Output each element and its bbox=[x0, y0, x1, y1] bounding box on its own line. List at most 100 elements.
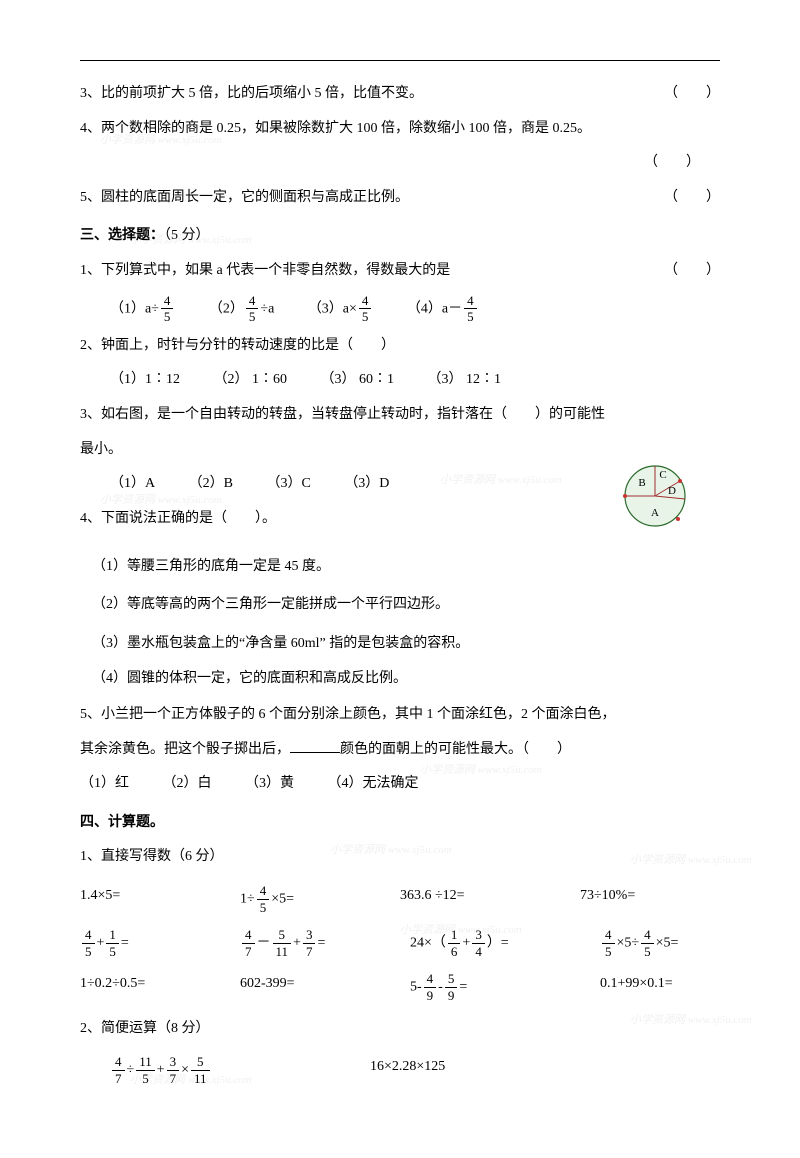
s3q1-opt1: （1）a÷45 bbox=[110, 293, 175, 325]
r4c1: 47÷115+37×511 bbox=[110, 1054, 330, 1086]
s3q1-opt3: （3）a×45 bbox=[308, 293, 374, 325]
s3q1o2post: ÷a bbox=[260, 301, 274, 316]
f2: 34 bbox=[472, 927, 485, 959]
s3q3: 3、如右图，是一个自由转动的转盘，当转盘停止转动时，指针落在（ ）的可能性 bbox=[80, 402, 720, 429]
s3q5-options: （1）红 （2）白 （3）黄 （4）无法确定 bbox=[80, 771, 720, 798]
calc-row3: 1÷0.2÷0.5= 602-399= 5-49-59= 0.1+99×0.1= bbox=[80, 971, 720, 1003]
judge-q4: 4、两个数相除的商是 0.25，如果被除数扩大 100 倍，除数缩小 100 倍… bbox=[80, 116, 720, 143]
p2: ×5= bbox=[271, 891, 294, 906]
p: 5- bbox=[410, 980, 422, 995]
f2: 59 bbox=[445, 971, 458, 1003]
n: 4 bbox=[257, 883, 270, 900]
r3c3: 5-49-59= bbox=[410, 971, 560, 1003]
r4c2: 16×2.28×125 bbox=[370, 1054, 445, 1086]
s3q5-o3: （3）黄 bbox=[245, 771, 294, 798]
d: 11 bbox=[191, 1071, 210, 1087]
pie-label-b: B bbox=[638, 477, 645, 489]
e: = bbox=[121, 936, 129, 951]
n: 4 bbox=[161, 293, 174, 310]
s3q1-paren: （ ） bbox=[664, 258, 720, 285]
blank-fill bbox=[290, 738, 340, 753]
section4-title: 四、计算题。 bbox=[80, 810, 720, 837]
s3q2: 2、钟面上，时针与分针的转动速度的比是（ ） bbox=[80, 333, 720, 360]
f1: 45 bbox=[602, 927, 615, 959]
judge-q4-paren-line: （ ） bbox=[80, 150, 720, 177]
d: 7 bbox=[167, 1071, 180, 1087]
s3q5b-pre: 其余涂黄色。把这个骰子掷出后， bbox=[80, 742, 290, 757]
f4: 511 bbox=[191, 1054, 210, 1086]
s3q1-options: （1）a÷45 （2）45÷a （3）a×45 （4）a－45 bbox=[110, 293, 720, 325]
d: 4 bbox=[472, 944, 485, 960]
n: 1 bbox=[106, 927, 119, 944]
r2c3: 24×（16+34）= bbox=[410, 927, 560, 959]
q4-paren: （ ） bbox=[644, 155, 700, 170]
d: 9 bbox=[424, 988, 437, 1004]
f1: 47 bbox=[242, 927, 255, 959]
s3q1o4pre: （4）a－ bbox=[407, 301, 462, 316]
s3q3-text: 3、如右图，是一个自由转动的转盘，当转盘停止转动时，指针落在（ ）的可能性 bbox=[80, 407, 605, 422]
f3: 37 bbox=[167, 1054, 180, 1086]
s3q3-o3: （3）C bbox=[266, 471, 310, 498]
f2: 511 bbox=[273, 927, 292, 959]
e: = bbox=[459, 980, 467, 995]
n: 4 bbox=[112, 1054, 125, 1071]
d: 5 bbox=[246, 309, 259, 325]
sec3-label: 三、选择题： bbox=[80, 228, 164, 243]
e: = bbox=[317, 936, 325, 951]
d: 6 bbox=[448, 944, 461, 960]
s3q5-o4: （4）无法确定 bbox=[328, 771, 419, 798]
div: ÷ bbox=[127, 1063, 135, 1078]
s3q3-tail-text: 最小。 bbox=[80, 442, 122, 457]
s3q1-text: 1、下列算式中，如果 a 代表一个非零自然数，得数最大的是 bbox=[80, 263, 450, 278]
f1: 47 bbox=[112, 1054, 125, 1086]
n: 4 bbox=[464, 293, 477, 310]
n: 4 bbox=[602, 927, 615, 944]
plus: + bbox=[157, 1063, 165, 1078]
q3-paren: （ ） bbox=[664, 81, 720, 108]
s3q2-text: 2、钟面上，时针与分针的转动速度的比是（ ） bbox=[80, 338, 395, 353]
d: 5 bbox=[602, 944, 615, 960]
r1c1: 1.4×5= bbox=[80, 883, 200, 915]
x2: ×5= bbox=[656, 936, 679, 951]
q5-text: 5、圆柱的底面周长一定，它的侧面积与高成正比例。 bbox=[80, 190, 409, 205]
s3q3-o1: （1）A bbox=[110, 471, 155, 498]
po: ）= bbox=[487, 936, 509, 951]
n: 1 bbox=[448, 927, 461, 944]
s3q3-o2: （2）B bbox=[189, 471, 233, 498]
f1: 49 bbox=[424, 971, 437, 1003]
d: 5 bbox=[161, 309, 174, 325]
s4q2: 2、简便运算（8 分） bbox=[80, 1016, 720, 1043]
s3q5b: 其余涂黄色。把这个骰子掷出后， 颜色的面朝上的可能性最大。（ ） bbox=[80, 737, 720, 764]
s3q4-o1: （1）等腰三角形的底角一定是 45 度。 bbox=[92, 554, 720, 581]
r2c1: 45+15= bbox=[80, 927, 200, 959]
d: 9 bbox=[445, 988, 458, 1004]
r1c3: 363.6 ÷12= bbox=[400, 883, 540, 915]
s3q5-o2: （2）白 bbox=[163, 771, 212, 798]
judge-q5: 5、圆柱的底面周长一定，它的侧面积与高成正比例。 （ ） bbox=[80, 185, 720, 212]
n: 3 bbox=[472, 927, 485, 944]
s3q5-o1: （1）红 bbox=[80, 771, 129, 798]
s3q5b-post: 颜色的面朝上的可能性最大。（ ） bbox=[340, 742, 571, 757]
p: 24×（ bbox=[410, 936, 446, 951]
r2c2: 47－511+37= bbox=[240, 927, 370, 959]
n: 4 bbox=[641, 927, 654, 944]
s3q4-o3: （3）墨水瓶包装盒上的“净含量 60ml” 指的是包装盒的容积。 bbox=[92, 631, 720, 658]
d: 11 bbox=[273, 944, 292, 960]
n: 3 bbox=[303, 927, 316, 944]
m: + bbox=[97, 936, 105, 951]
n: 4 bbox=[424, 971, 437, 988]
frac-4-5-c: 45 bbox=[359, 293, 372, 325]
d: 5 bbox=[136, 1071, 155, 1087]
r3c1: 1÷0.2÷0.5= bbox=[80, 971, 200, 1003]
d: 5 bbox=[257, 900, 270, 916]
s3q1: 1、下列算式中，如果 a 代表一个非零自然数，得数最大的是 （ ） bbox=[80, 258, 720, 285]
calc-row4: 47÷115+37×511 16×2.28×125 bbox=[110, 1054, 720, 1086]
r1c4: 73÷10%= bbox=[580, 883, 635, 915]
d: 5 bbox=[359, 309, 372, 325]
p: + bbox=[293, 936, 301, 951]
r1c2: 1÷45×5= bbox=[240, 883, 360, 915]
f2: 45 bbox=[641, 927, 654, 959]
s3q1o3pre: （3）a× bbox=[308, 301, 357, 316]
f: 45 bbox=[257, 883, 270, 915]
f2: 115 bbox=[136, 1054, 155, 1086]
